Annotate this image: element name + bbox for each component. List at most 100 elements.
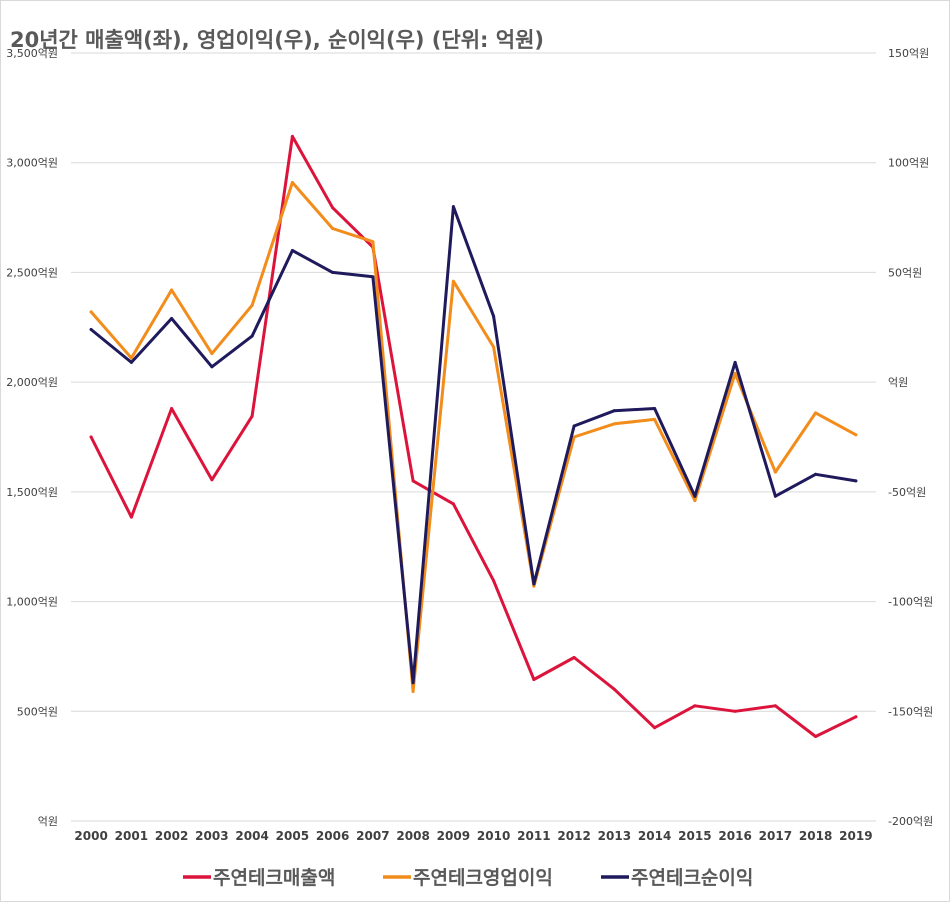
y-right-tick-label: -150억원 xyxy=(888,705,933,718)
data-point xyxy=(612,409,616,413)
x-tick-label: 2012 xyxy=(557,829,590,843)
data-point xyxy=(653,406,657,410)
x-tick-label: 2011 xyxy=(517,829,550,843)
x-tick-label: 2014 xyxy=(638,829,671,843)
data-point xyxy=(129,356,133,360)
data-point xyxy=(250,303,254,307)
data-point xyxy=(532,584,536,588)
data-point xyxy=(773,704,777,708)
data-point xyxy=(451,279,455,283)
x-tick-label: 2003 xyxy=(195,829,228,843)
data-point xyxy=(129,360,133,364)
y-right-tick-label: 50억원 xyxy=(888,266,922,279)
data-point xyxy=(210,352,214,356)
series-lines xyxy=(89,134,858,739)
y-axis-right: -200억원 -150억원 -100억원 -50억원 억원 50억원 100억원 150억원 xyxy=(888,47,933,828)
y-right-tick-label: -100억원 xyxy=(888,596,933,609)
x-tick-label: 2007 xyxy=(356,829,389,843)
data-point xyxy=(612,422,616,426)
x-tick-label: 2006 xyxy=(316,829,349,843)
data-point xyxy=(210,365,214,369)
x-tick-label: 2017 xyxy=(759,829,792,843)
y-right-tick-label: -200억원 xyxy=(888,815,933,828)
data-point xyxy=(814,735,818,739)
y-left-tick-label: 2,500억원 xyxy=(6,266,58,279)
x-tick-label: 2009 xyxy=(437,829,470,843)
legend: 주연테크매출액 주연테크영업이익 주연테크순이익 xyxy=(183,867,753,889)
data-point xyxy=(331,270,335,274)
data-point xyxy=(492,345,496,349)
data-point xyxy=(331,206,335,210)
data-point xyxy=(693,499,697,503)
data-point xyxy=(129,515,133,519)
data-point xyxy=(170,288,174,292)
data-point xyxy=(250,334,254,338)
data-point xyxy=(411,690,415,694)
data-point xyxy=(451,205,455,209)
data-point xyxy=(170,406,174,410)
data-point xyxy=(290,180,294,184)
x-tick-label: 2013 xyxy=(598,829,631,843)
y-left-tick-label: 3,000억원 xyxy=(6,157,58,170)
series-line-2 xyxy=(89,205,858,685)
series-line-0 xyxy=(89,134,858,738)
data-point xyxy=(854,433,858,437)
data-point xyxy=(572,435,576,439)
series-line-1 xyxy=(89,181,858,693)
data-point xyxy=(371,240,375,244)
data-point xyxy=(411,681,415,685)
x-tick-label: 2001 xyxy=(115,829,148,843)
data-point xyxy=(814,472,818,476)
data-point xyxy=(612,687,616,691)
data-point xyxy=(653,417,657,421)
chart-title: 20년간 매출액(좌), 영업이익(우), 순이익(우) (단위: 억원) xyxy=(10,28,544,52)
data-point xyxy=(451,502,455,506)
data-point xyxy=(210,478,214,482)
x-tick-label: 2005 xyxy=(276,829,309,843)
y-left-tick-label: 2,000억원 xyxy=(6,376,58,389)
x-tick-label: 2000 xyxy=(74,829,107,843)
x-tick-label: 2008 xyxy=(396,829,429,843)
data-point xyxy=(773,470,777,474)
y-axis-left: 억원 500억원 1,000억원 1,500억원 2,000억원 2,500억원 3,000… xyxy=(6,47,58,828)
y-left-tick-label: 1,500억원 xyxy=(6,486,58,499)
data-point xyxy=(854,715,858,719)
data-point xyxy=(170,317,174,321)
y-right-tick-label: 150억원 xyxy=(888,47,929,60)
data-point xyxy=(733,371,737,375)
y-right-tick-label: 100억원 xyxy=(888,157,929,170)
y-right-tick-label: -50억원 xyxy=(888,486,926,499)
x-tick-label: 2016 xyxy=(718,829,751,843)
data-point xyxy=(371,275,375,279)
x-axis: 2000 2001 2002 2003 2004 2005 2006 2007 2008 2009… xyxy=(74,829,872,843)
data-point xyxy=(693,494,697,498)
y-left-tick-label: 500억원 xyxy=(17,705,58,718)
legend-label: 주연테크매출액 xyxy=(213,867,335,889)
y-right-tick-label: 억원 xyxy=(888,376,908,389)
data-point xyxy=(492,314,496,318)
data-point xyxy=(532,582,536,586)
data-point xyxy=(532,677,536,681)
data-point xyxy=(814,411,818,415)
y-left-tick-label: 1,000억원 xyxy=(6,596,58,609)
data-point xyxy=(89,327,93,331)
data-point xyxy=(572,424,576,428)
data-point xyxy=(854,479,858,483)
data-point xyxy=(89,435,93,439)
y-left-tick-label: 3,500억원 xyxy=(6,47,58,60)
x-tick-label: 2004 xyxy=(235,829,268,843)
data-point xyxy=(733,709,737,713)
gridlines xyxy=(71,52,876,822)
x-tick-label: 2002 xyxy=(155,829,188,843)
data-point xyxy=(733,360,737,364)
data-point xyxy=(89,310,93,314)
data-point xyxy=(290,248,294,252)
data-point xyxy=(773,494,777,498)
x-tick-label: 2015 xyxy=(678,829,711,843)
data-point xyxy=(250,414,254,418)
x-tick-label: 2018 xyxy=(799,829,832,843)
data-point xyxy=(290,134,294,138)
x-tick-label: 2019 xyxy=(839,829,872,843)
data-point xyxy=(572,656,576,660)
